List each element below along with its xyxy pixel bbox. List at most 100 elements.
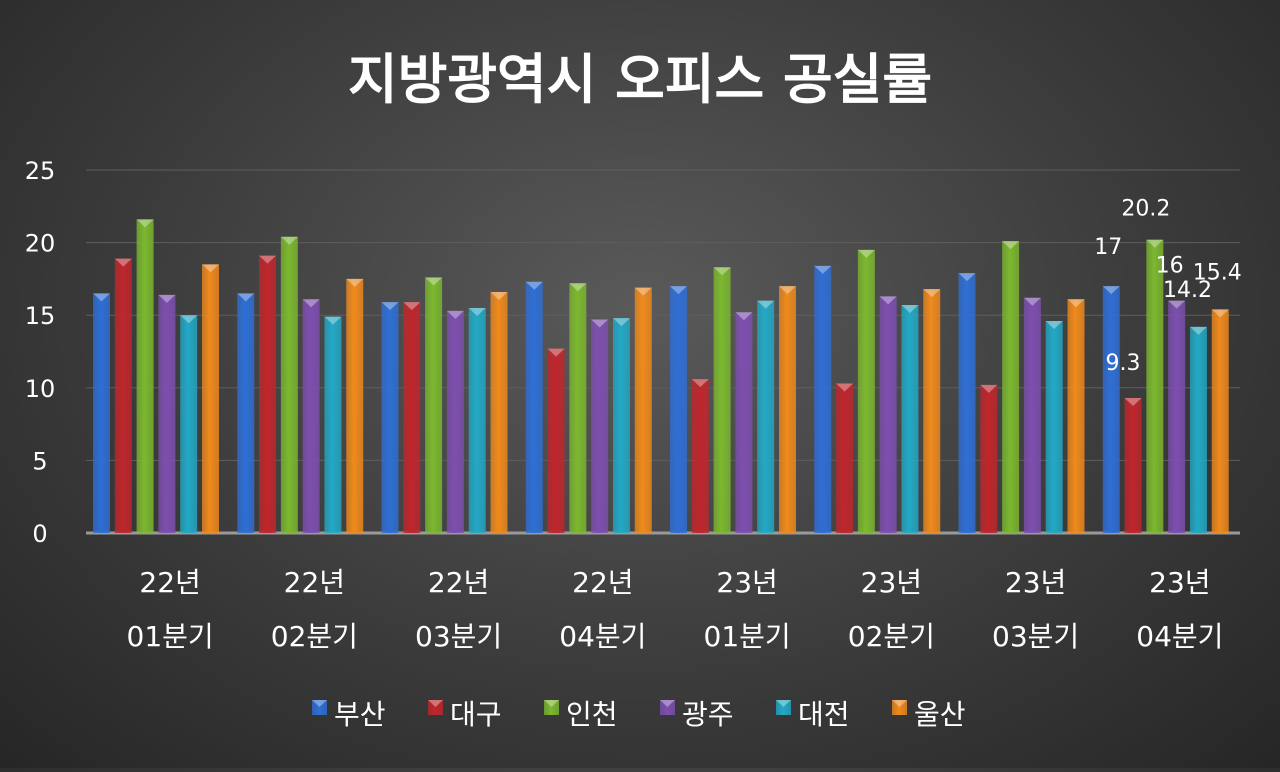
bar [901, 305, 919, 533]
x-tick-label: 03분기 [992, 620, 1079, 653]
bar [713, 267, 731, 533]
bar [1067, 299, 1085, 533]
bar-bevel [634, 287, 652, 296]
bar-bevel [446, 310, 464, 319]
bar-bevel [713, 267, 731, 276]
bar-bevel [1189, 326, 1207, 335]
bar [1102, 286, 1120, 533]
x-tick-label: 04분기 [1136, 620, 1223, 653]
x-tick-label: 22년 [572, 566, 633, 599]
bar [403, 302, 421, 533]
bar [259, 255, 277, 533]
legend-swatch [660, 700, 675, 715]
bar [591, 319, 609, 533]
bar-bevel [280, 236, 298, 245]
legend-swatch [428, 700, 443, 715]
y-tick-label: 25 [25, 157, 56, 185]
bar [836, 383, 854, 533]
data-label: 14.2 [1163, 278, 1212, 303]
bar-bevel [403, 302, 421, 311]
x-tick-label: 01분기 [127, 620, 214, 653]
bar [381, 302, 399, 533]
bar [1002, 241, 1020, 533]
bar [324, 316, 342, 533]
bar-bevel [346, 278, 364, 287]
bar [612, 318, 630, 533]
bar [1168, 300, 1186, 533]
bar [202, 264, 219, 533]
bar [670, 286, 687, 533]
bar-bevel [1146, 239, 1164, 248]
bar-bevel [381, 302, 399, 311]
bar-bevel [879, 296, 897, 305]
bar-bevel [324, 316, 342, 325]
legend-swatch [312, 700, 327, 715]
legend-swatch-bevel [660, 700, 675, 707]
data-label: 20.2 [1121, 197, 1170, 222]
bar-bevel [1211, 309, 1229, 318]
bar [1189, 326, 1207, 533]
bar [525, 281, 543, 533]
x-tick-label: 02분기 [848, 620, 935, 653]
bar [879, 296, 897, 533]
bar-bevel [202, 264, 219, 273]
chart-title: 지방광역시 오피스 공실률 [348, 48, 932, 111]
bar-bevel [1067, 299, 1085, 308]
y-tick-label: 10 [25, 375, 56, 403]
bar [180, 315, 198, 533]
bar-bevel [237, 293, 255, 302]
bar-bevel [490, 291, 508, 300]
bar-bevel [691, 379, 709, 388]
legend-swatch-bevel [428, 700, 443, 707]
bar-bevel [1023, 297, 1041, 306]
bar-bevel [114, 258, 132, 267]
legend-swatch [892, 700, 907, 715]
bar [779, 286, 796, 533]
legend-label: 인천 [566, 698, 618, 731]
bar [735, 312, 753, 533]
bar [814, 265, 832, 533]
bar [1124, 397, 1142, 533]
bar-bevel [857, 249, 875, 258]
bar [237, 293, 255, 533]
bar [1045, 321, 1063, 533]
bar-bevel [302, 299, 320, 308]
x-tick-label: 22년 [284, 566, 345, 599]
bar-bevel [779, 286, 796, 295]
x-tick-label: 22년 [428, 566, 489, 599]
bar-bevel [158, 294, 176, 303]
legend-swatch [544, 700, 559, 715]
bar [158, 294, 176, 533]
bar [114, 258, 132, 533]
bar-bevel [980, 384, 998, 393]
bar-bevel [425, 277, 443, 286]
y-tick-label: 5 [32, 447, 47, 475]
bars [93, 219, 1229, 534]
bar [691, 379, 709, 533]
bar-bevel [259, 255, 277, 264]
data-label: 17 [1094, 235, 1122, 260]
bar-bevel [136, 219, 154, 228]
bar [280, 236, 298, 534]
bar [569, 283, 587, 533]
bar-bevel [735, 312, 753, 321]
bar-bevel [525, 281, 543, 290]
bar-bevel [180, 315, 198, 324]
bar [346, 278, 364, 533]
bar [980, 384, 998, 533]
bar [547, 348, 565, 533]
bar [757, 300, 775, 533]
legend: 부산 대구 인천 광주 대전 울산 [312, 698, 966, 731]
bar [634, 287, 652, 533]
x-tick-label: 02분기 [271, 620, 358, 653]
bar-bevel [1102, 286, 1120, 295]
bar-bevel [547, 348, 565, 357]
legend-label: 울산 [914, 698, 966, 731]
bar-bevel [569, 283, 587, 292]
bar-bevel [1045, 321, 1063, 330]
bar-bevel [1168, 300, 1186, 309]
bar [93, 293, 110, 533]
